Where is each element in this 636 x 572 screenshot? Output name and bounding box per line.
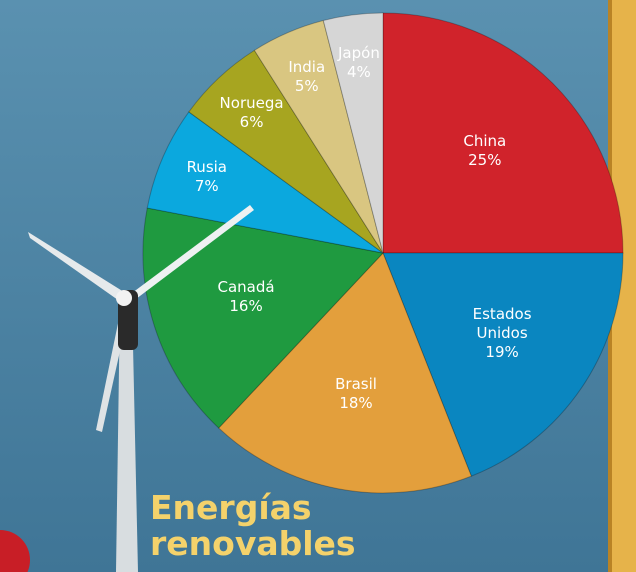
pie-slice <box>188 49 384 254</box>
pie <box>142 12 624 494</box>
category-label: Rusia <box>186 157 227 176</box>
category-label: Noruega <box>219 94 284 113</box>
category-label: Brasil <box>335 375 377 394</box>
pie-slice <box>253 19 384 254</box>
category-label: India <box>288 57 326 76</box>
value-label: 5% <box>294 76 319 95</box>
value-label: 18% <box>339 394 373 413</box>
slice-label: China 25% <box>440 132 530 170</box>
pie-slice <box>382 12 624 254</box>
value-label: 19% <box>485 343 519 362</box>
corner-shape <box>0 530 30 572</box>
category-label: Estados Unidos <box>472 305 532 343</box>
slice-label: Estados Unidos 19% <box>457 305 547 362</box>
pie-slice <box>142 207 384 429</box>
slice-label: India 5% <box>262 58 352 96</box>
category-label: Canadá <box>217 278 275 297</box>
pie-slice <box>322 12 384 254</box>
pie-slice <box>146 111 384 254</box>
value-label: 4% <box>347 62 371 81</box>
slice-label: Japón 4% <box>314 44 404 82</box>
chart-title: Energías renovables <box>150 488 356 563</box>
slice-label: Canadá 16% <box>201 278 291 316</box>
value-label: 16% <box>229 297 263 316</box>
pie-slice <box>218 252 472 494</box>
value-label: 25% <box>468 151 502 170</box>
slice-label: Brasil 18% <box>311 375 401 413</box>
wind-turbine <box>28 205 254 572</box>
pie-slice <box>382 252 624 477</box>
value-label: 7% <box>194 176 219 195</box>
slice-label: Rusia 7% <box>162 158 252 196</box>
slice-label: Noruega 6% <box>207 94 297 132</box>
value-label: 6% <box>239 113 264 132</box>
category-label: China <box>463 132 507 151</box>
category-label: Japón <box>338 43 380 62</box>
